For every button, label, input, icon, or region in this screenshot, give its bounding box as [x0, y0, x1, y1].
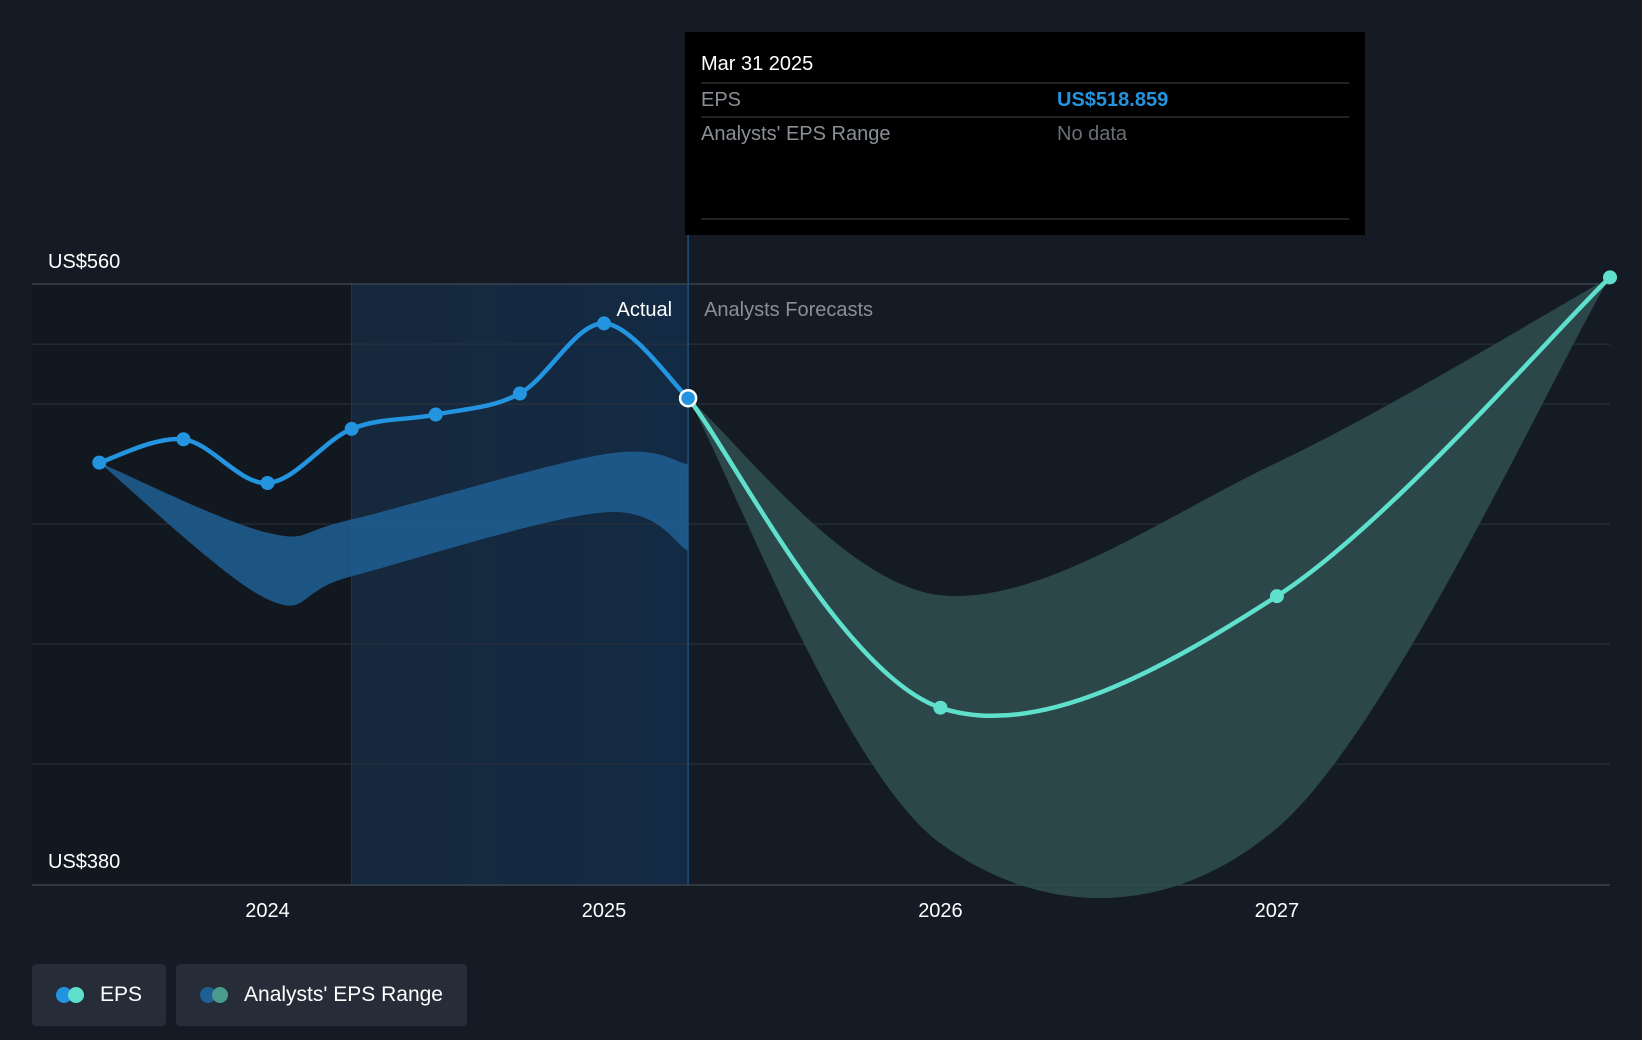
legend-label-eps: EPS	[100, 983, 143, 1006]
tooltip-date: Mar 31 2025	[701, 53, 813, 75]
range-dots-icon	[200, 986, 230, 1004]
eps-dots-icon	[56, 986, 86, 1004]
legend-label-eps-range: Analysts' EPS Range	[244, 983, 443, 1006]
actual-section-label: Actual	[617, 299, 673, 321]
eps-point-actual	[344, 421, 359, 436]
eps-forecast-dot	[68, 987, 84, 1003]
tooltip-eps-value: US$518.859	[1057, 89, 1168, 111]
eps-point-actual	[260, 475, 275, 490]
tooltip-range-value: No data	[1057, 123, 1128, 145]
eps-point-forecast	[933, 700, 948, 715]
x-tick-label: 2024	[245, 900, 290, 922]
eps-line-forecast	[685, 275, 1613, 719]
tooltip-range-label: Analysts' EPS Range	[701, 123, 890, 145]
eps-point-forecast	[1269, 589, 1284, 604]
actual-highlight-region	[351, 284, 689, 885]
eps-point-actual	[512, 386, 527, 401]
x-tick-label: 2025	[582, 900, 627, 922]
eps-point-actual	[92, 455, 107, 470]
forecast-section-label: Analysts Forecasts	[704, 299, 873, 321]
eps-point-forecast	[1603, 270, 1617, 285]
eps-range-band-actual	[99, 451, 689, 606]
eps-range-band-forecast	[688, 277, 1610, 899]
range-forecast-dot	[212, 987, 229, 1003]
eps-point-actual	[428, 407, 443, 422]
chart-legend: EPS Analysts' EPS Range	[32, 964, 467, 1026]
legend-item-eps[interactable]: EPS	[32, 964, 167, 1026]
y-tick-label-max: US$560	[48, 251, 120, 273]
y-tick-label-min: US$380	[48, 851, 120, 873]
tooltip-box	[685, 32, 1365, 235]
x-tick-label: 2026	[918, 900, 963, 922]
eps-current-point	[678, 388, 698, 408]
tooltip-eps-label: EPS	[701, 89, 741, 111]
eps-point-actual	[596, 316, 611, 331]
legend-item-eps-range[interactable]: Analysts' EPS Range	[176, 964, 467, 1026]
eps-point-actual	[176, 432, 191, 447]
x-tick-label: 2027	[1255, 900, 1300, 922]
